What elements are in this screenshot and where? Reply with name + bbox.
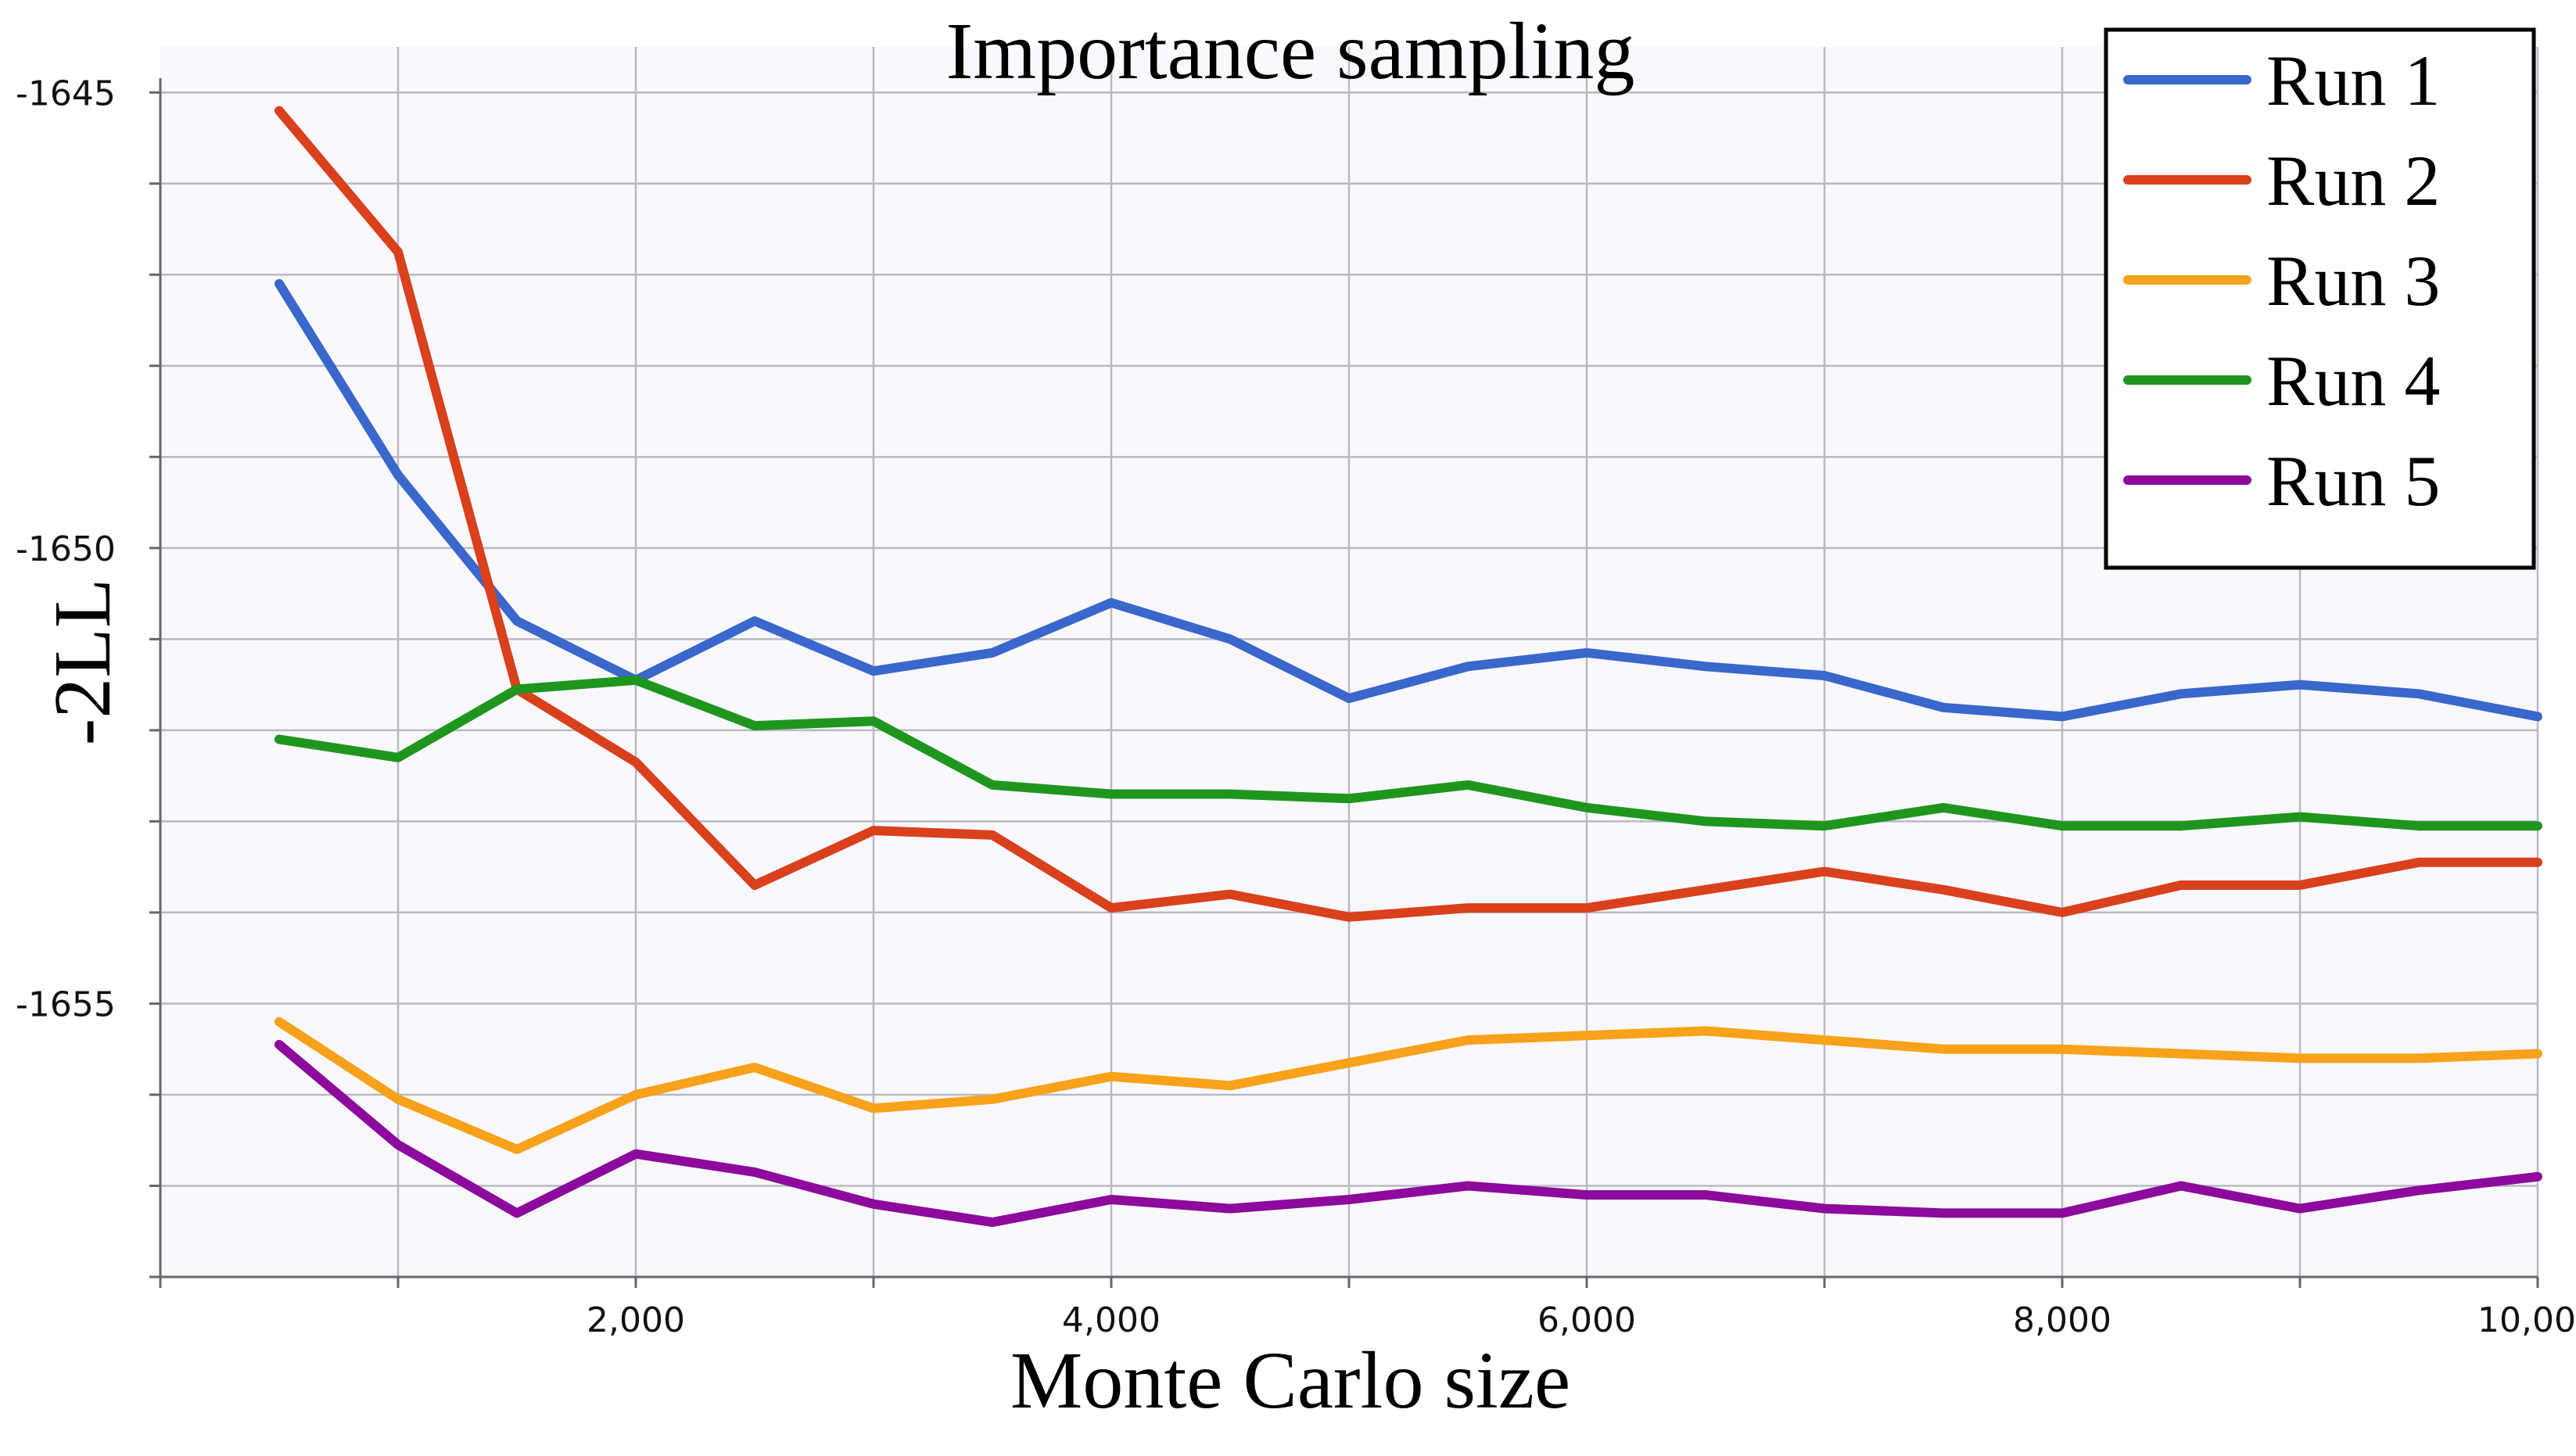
series-line-run-2 [274,106,2542,922]
legend-label-run-3: Run 3 [2266,241,2440,321]
series-line-run-4 [274,675,2542,831]
x-tick-label: 10,000 [2477,1300,2576,1340]
series-line-run-1 [274,278,2542,722]
series-line-run-3 [274,1017,2542,1154]
legend-label-run-2: Run 2 [2266,141,2440,221]
x-tick-label: 4,000 [1062,1300,1161,1340]
series-lines [274,106,2542,1228]
tick-labels: 2,000 4,000 6,000 8,000 10,000 -1645 -1650 -165… [16,74,2576,1340]
legend-label-run-4: Run 4 [2266,341,2440,421]
y-tick-label: -1655 [16,984,116,1024]
axes [149,78,2539,1288]
x-tick-label: 6,000 [1537,1300,1636,1340]
y-tick-label: -1650 [16,529,116,569]
series-line-run-5 [274,1039,2542,1228]
chart-title: Importance sampling [946,6,1635,96]
legend-label-run-1: Run 1 [2266,41,2440,120]
legend: Run 1 Run 2 Run 3 Run 4 Run 5 [2104,27,2536,570]
x-axis-label: Monte Carlo size [1010,1336,1570,1426]
y-tick-label: -1645 [16,74,116,113]
y-axis-label: -2LL [38,579,127,746]
legend-label-run-5: Run 5 [2266,441,2440,521]
x-tick-label: 2,000 [587,1300,685,1340]
x-tick-label: 8,000 [2013,1300,2111,1340]
